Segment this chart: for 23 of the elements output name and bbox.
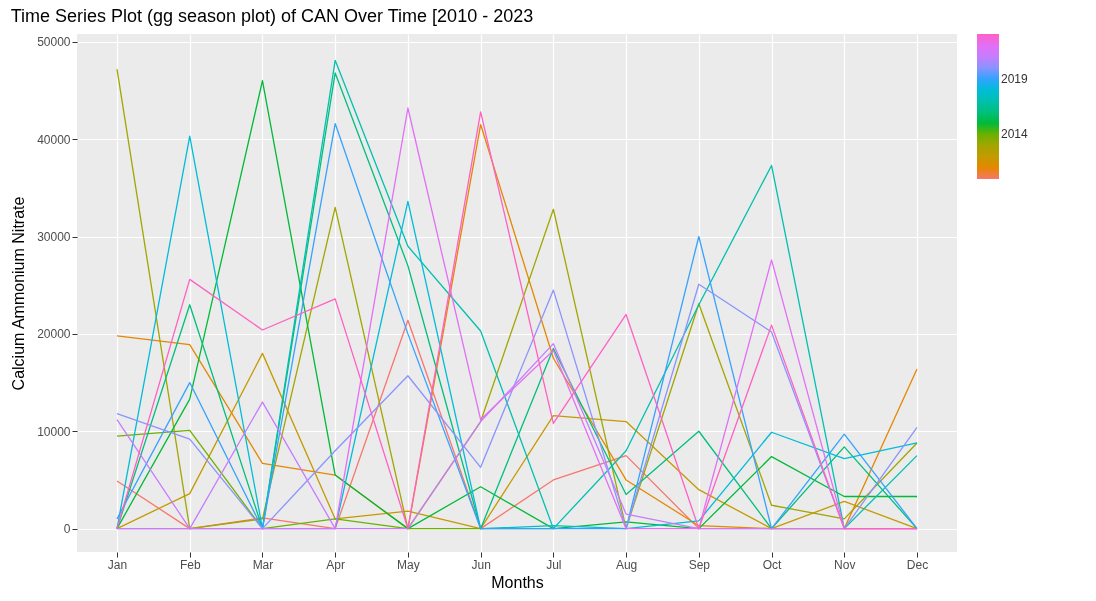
y-tick-label: 50000 — [37, 35, 71, 50]
y-tick-label: 20000 — [37, 327, 71, 342]
x-axis-title: Months — [491, 573, 544, 591]
x-tick-label: Jul — [546, 557, 562, 572]
x-tick-label: Oct — [762, 557, 783, 572]
x-tick-label: Jan — [107, 557, 128, 572]
y-tick-label: 30000 — [37, 230, 71, 245]
y-tick-label: 40000 — [37, 132, 71, 147]
y-tick-label: 0 — [63, 522, 71, 537]
x-tick-label: Jun — [471, 557, 491, 572]
x-tick-label: May — [397, 557, 420, 572]
x-tick-label: Dec — [906, 557, 929, 572]
y-tick-label: 10000 — [37, 424, 71, 439]
x-tick-label: Sep — [688, 557, 711, 572]
color-bar-label: 2019 — [1001, 71, 1029, 86]
y-axis-title: Calcium Ammonium Nitrate — [10, 196, 28, 391]
x-tick-label: Nov — [834, 557, 856, 572]
x-tick-label: Apr — [326, 557, 346, 572]
color-bar-label: 2014 — [1001, 127, 1029, 142]
x-tick-label: Feb — [179, 557, 201, 572]
x-tick-label: Aug — [615, 557, 638, 572]
chart-title: Time Series Plot (gg season plot) of CAN Over Time [2010 - 2023 — [10, 6, 534, 26]
x-tick-label: Mar — [252, 557, 274, 572]
